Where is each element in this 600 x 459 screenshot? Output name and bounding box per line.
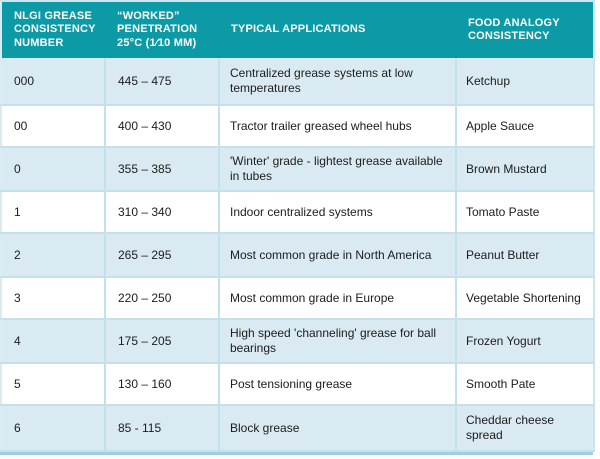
header-row: NLGI GREASE CONSISTENCY NUMBER “WORKED” … [1,1,594,58]
header-nlgi-consistency-number: NLGI GREASE CONSISTENCY NUMBER [1,1,105,58]
table-header: NLGI GREASE CONSISTENCY NUMBER “WORKED” … [1,1,594,58]
cell-food-analogy: Brown Mustard [456,147,594,192]
cell-food-analogy: Apple Sauce [456,105,594,148]
cell-typical-application: Indoor centralized systems [219,191,457,234]
cell-typical-application: Post tensioning grease [219,363,457,406]
cell-food-analogy: Frozen Yogurt [456,319,594,364]
cell-food-analogy: Vegetable Shortening [456,277,594,320]
cell-penetration-range: 355 – 385 [105,147,220,192]
table-row: 6 85 - 115 Block grease Cheddar cheese spre… [1,405,594,452]
table-row: 000 445 – 475 Centralized grease systems a… [1,58,594,106]
table-row: 2 265 – 295 Most common grade in North Ame… [1,233,594,278]
cell-penetration-range: 175 – 205 [105,319,220,364]
cell-penetration-range: 85 - 115 [105,405,220,452]
table-row: 0 355 – 385 'Winter' grade - lightest grea… [1,147,594,192]
header-typical-applications: TYPICAL APPLICATIONS [219,1,456,58]
cell-nlgi-number: 4 [1,319,106,364]
cell-nlgi-number: 000 [1,58,106,106]
cell-penetration-range: 130 – 160 [105,363,220,406]
header-food-analogy-consistency: FOOD ANALOGY CONSISTENCY [456,1,594,58]
table-row: 3 220 – 250 Most common grade in Europe Veg… [1,277,594,320]
cell-nlgi-number: 3 [1,277,106,320]
cell-typical-application: High speed 'channeling' grease for ball … [219,319,457,364]
table-body: 000 445 – 475 Centralized grease systems a… [1,58,594,452]
header-worked-penetration: “WORKED” PENETRATION 25°C (1⁄10 MM) [105,1,219,58]
cell-food-analogy: Ketchup [456,58,594,106]
table-row: 1 310 – 340 Indoor centralized systems Toma… [1,191,594,234]
cell-food-analogy: Tomato Paste [456,191,594,234]
cell-nlgi-number: 2 [1,233,106,278]
cell-food-analogy: Peanut Butter [456,233,594,278]
grease-consistency-table: NLGI GREASE CONSISTENCY NUMBER “WORKED” … [0,0,595,452]
cell-typical-application: Block grease [219,405,457,452]
cell-penetration-range: 310 – 340 [105,191,220,234]
cell-typical-application: 'Winter' grade - lightest grease availab… [219,147,457,192]
cell-typical-application: Most common grade in North America [219,233,457,278]
cell-typical-application: Tractor trailer greased wheel hubs [219,105,457,148]
cell-food-analogy: Smooth Pate [456,363,594,406]
cell-nlgi-number: 1 [1,191,106,234]
cell-nlgi-number: 00 [1,105,106,148]
cell-nlgi-number: 5 [1,363,106,406]
cell-nlgi-number: 6 [1,405,106,452]
cell-penetration-range: 445 – 475 [105,58,220,106]
cell-penetration-range: 265 – 295 [105,233,220,278]
cell-typical-application: Most common grade in Europe [219,277,457,320]
cell-penetration-range: 220 – 250 [105,277,220,320]
table-row: 4 175 – 205 High speed 'channeling' grease… [1,319,594,364]
table-row: 5 130 – 160 Post tensioning grease Smooth P… [1,363,594,406]
cell-penetration-range: 400 – 430 [105,105,220,148]
cell-nlgi-number: 0 [1,147,106,192]
cell-typical-application: Centralized grease systems at low temper… [219,58,457,106]
table-row: 00 400 – 430 Tractor trailer greased wheel… [1,105,594,148]
cell-food-analogy: Cheddar cheese spread [456,405,594,452]
